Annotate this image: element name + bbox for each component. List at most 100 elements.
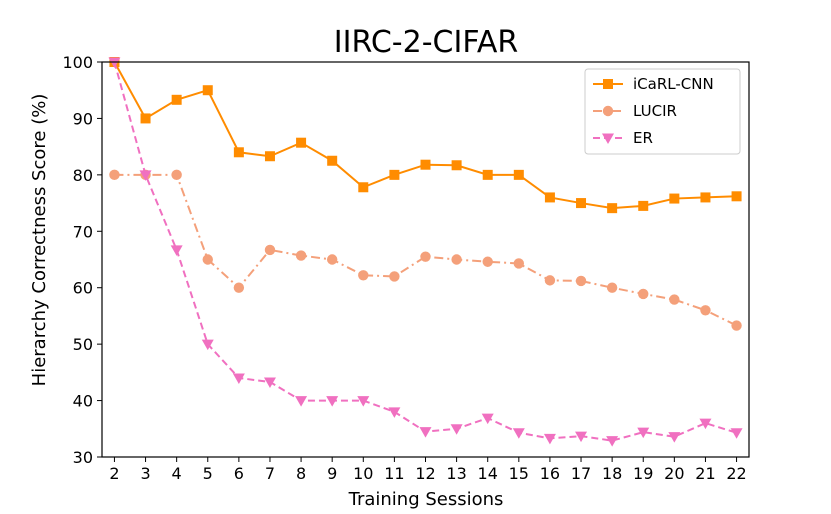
- data-point: [388, 407, 401, 418]
- data-point: [699, 418, 712, 430]
- data-point: [233, 147, 244, 158]
- x-tick-label: 15: [509, 464, 529, 483]
- data-point: [358, 270, 369, 281]
- data-point: [482, 169, 493, 180]
- data-point: [731, 191, 742, 202]
- legend-item: iCaRL-CNN: [593, 75, 714, 93]
- data-point: [109, 169, 120, 181]
- data-point: [606, 282, 618, 293]
- data-point: [233, 282, 245, 293]
- data-point: [171, 94, 182, 105]
- data-point: [451, 254, 462, 265]
- data-point: [202, 85, 213, 96]
- data-point: [232, 373, 245, 384]
- data-point: [202, 254, 213, 265]
- x-axis-label: Training Sessions: [348, 489, 504, 510]
- x-tick-label: 6: [234, 464, 244, 483]
- x-tick-label: 20: [664, 464, 684, 483]
- data-point: [730, 428, 743, 439]
- y-tick-label: 100: [62, 53, 93, 72]
- x-tick-label: 4: [172, 464, 182, 483]
- data-point: [389, 169, 400, 180]
- legend-label: LUCIR: [633, 102, 677, 120]
- data-point: [420, 159, 431, 170]
- data-point: [544, 192, 555, 203]
- data-point: [296, 137, 307, 148]
- x-tick-label: 8: [296, 464, 306, 483]
- x-tick-label: 7: [265, 464, 275, 483]
- data-point: [638, 200, 649, 211]
- x-tick-label: 22: [726, 464, 746, 483]
- data-point: [638, 288, 649, 300]
- data-point: [669, 193, 680, 204]
- y-tick-label: 80: [73, 166, 93, 185]
- data-point: [295, 396, 308, 407]
- data-point: [357, 396, 370, 407]
- data-point: [264, 244, 276, 256]
- legend-marker: [602, 133, 614, 144]
- data-point: [669, 294, 680, 305]
- x-tick-label: 9: [327, 464, 337, 483]
- legend-label: ER: [633, 129, 653, 147]
- data-point: [419, 427, 432, 438]
- data-point: [295, 250, 307, 261]
- data-point: [543, 433, 556, 445]
- data-point: [513, 258, 525, 269]
- data-point: [451, 160, 462, 171]
- y-tick-label: 40: [73, 392, 93, 411]
- data-point: [513, 169, 524, 180]
- data-point: [637, 427, 650, 439]
- legend-item: ER: [593, 129, 653, 147]
- x-tick-label: 3: [140, 464, 150, 483]
- data-point: [139, 170, 152, 181]
- x-tick-label: 19: [633, 464, 653, 483]
- data-point: [327, 155, 338, 166]
- data-point: [576, 198, 587, 209]
- x-tick-label: 14: [478, 464, 498, 483]
- data-point: [326, 396, 339, 407]
- data-point: [450, 424, 463, 435]
- legend-item: LUCIR: [593, 102, 677, 120]
- y-tick-label: 50: [73, 335, 93, 354]
- x-tick-label: 13: [446, 464, 466, 483]
- series-line: [114, 173, 737, 327]
- x-tick-label: 12: [415, 464, 435, 483]
- y-tick-label: 60: [73, 279, 93, 298]
- data-point: [108, 57, 121, 68]
- x-tick-label: 11: [384, 464, 404, 483]
- series-lucir: [109, 169, 742, 331]
- data-point: [264, 151, 275, 162]
- series-er: [108, 57, 743, 447]
- data-point: [731, 320, 742, 331]
- legend-marker: [602, 105, 614, 117]
- data-point: [482, 256, 493, 267]
- data-point: [171, 169, 182, 181]
- data-point: [326, 254, 338, 265]
- data-point: [201, 339, 214, 351]
- data-point: [668, 432, 681, 443]
- x-tick-label: 21: [695, 464, 715, 483]
- x-tick-label: 5: [203, 464, 213, 483]
- data-point: [358, 182, 369, 193]
- data-point: [170, 245, 183, 256]
- data-point: [389, 271, 400, 282]
- data-point: [575, 431, 588, 443]
- data-point: [420, 251, 431, 262]
- legend-box: [584, 68, 741, 155]
- x-tick-label: 10: [353, 464, 373, 483]
- data-point: [512, 428, 525, 439]
- y-tick-label: 70: [73, 222, 93, 241]
- data-point: [140, 113, 151, 124]
- data-point: [607, 203, 618, 214]
- x-tick-label: 16: [540, 464, 560, 483]
- x-tick-label: 18: [602, 464, 622, 483]
- data-point: [606, 436, 619, 447]
- data-point: [263, 377, 276, 388]
- legend-label: iCaRL-CNN: [633, 75, 714, 93]
- axes: 2 3 4 5 6 7 8 9 10 11 12 13 14 15 16 17 18 19 20 21 22 30 40 50…: [62, 53, 750, 483]
- chart-title: IIRC-2-CIFAR: [334, 25, 518, 60]
- x-tick-label: 2: [109, 464, 119, 483]
- legend-marker: [603, 79, 613, 89]
- y-tick-label: 30: [73, 448, 93, 467]
